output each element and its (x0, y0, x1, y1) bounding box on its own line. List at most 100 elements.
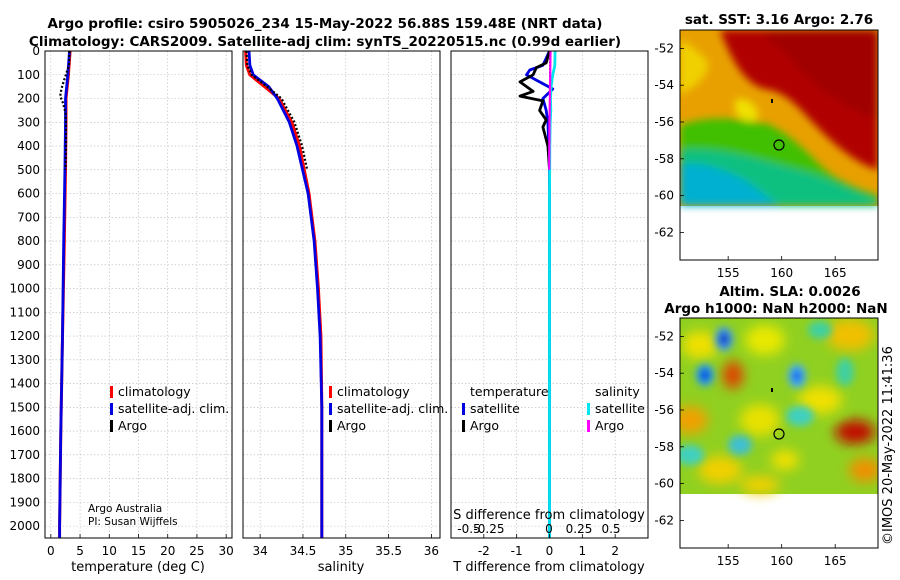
x-tick-label: 34 (252, 544, 267, 558)
argo-position-marker (773, 428, 785, 440)
x-tick-label: 10 (102, 544, 117, 558)
map-lat-label: -60 (654, 477, 674, 491)
sla-map-title-line1: Altim. SLA: 0.0026 (719, 284, 860, 300)
map-lon-label: 160 (770, 266, 793, 280)
y-tick-label: 0 (32, 44, 40, 58)
y-tick-label: 800 (17, 234, 40, 248)
y-tick-label: 1900 (9, 495, 40, 509)
legend-argo-swatch (329, 420, 332, 432)
sst-map: sat. SST: 3.16 Argo: 2.76 155 160 165 -52 -5… (654, 12, 879, 280)
x-tick-label: 25 (189, 544, 204, 558)
salinity-xlabel: salinity (318, 560, 365, 575)
map-lat-label: -52 (654, 329, 674, 343)
x-tick-label: 20 (160, 544, 175, 558)
salinity-legend: climatology satellite-adj. clim. Argo (329, 384, 448, 433)
sla-map-title-line2: Argo h1000: NaN h2000: NaN (664, 301, 887, 317)
series-line-argo (245, 51, 309, 171)
legend-climatology-label: climatology (337, 384, 410, 399)
legend-sal-satellite-swatch (587, 403, 590, 415)
x-tick-label: 35 (338, 544, 353, 558)
map-lat-label: -56 (654, 115, 674, 129)
series-line-salinity-argo (548, 51, 552, 170)
s-diff-tick-label: 0.25 (566, 522, 593, 536)
series-line-satellite-adj-clim- (58, 51, 71, 538)
legend-temperature-head: temperature (470, 384, 549, 399)
sst-map-field (680, 30, 878, 260)
legend-sal-argo-label: Argo (595, 418, 624, 433)
sla-map-field (680, 318, 878, 548)
map-lon-label: 160 (770, 554, 793, 568)
x-tick-label: 0 (546, 544, 554, 558)
legend-satellite-adj-swatch (110, 403, 113, 415)
s-diff-tick-label: 0.5 (601, 522, 620, 536)
timestamp-watermark: ©IMOS 20-May-2022 11:41:36 (881, 346, 896, 545)
argo-position-marker (773, 139, 785, 151)
figure-title-line1: Argo profile: csiro 5905026_234 15-May-2… (48, 16, 603, 32)
temperature-xlabel: temperature (deg C) (71, 560, 205, 575)
x-tick-label: 36 (424, 544, 439, 558)
legend-climatology-swatch (110, 386, 113, 398)
y-tick-label: 300 (17, 115, 40, 129)
y-tick-label: 100 (17, 68, 40, 82)
argo-track-dot (771, 99, 773, 103)
map-lon-label: 165 (824, 554, 847, 568)
map-lat-label: -54 (654, 366, 674, 380)
legend-temp-satellite-swatch (462, 403, 465, 415)
sla-map-frame (679, 317, 879, 549)
s-diff-tick-label: -0.5 (457, 522, 480, 536)
map-lon-label: 155 (717, 554, 740, 568)
map-lat-label: -58 (654, 152, 674, 166)
y-tick-label: 1600 (9, 424, 40, 438)
legend-satellite-adj-label: satellite-adj. clim. (118, 401, 229, 416)
salinity-panel-frame (242, 50, 441, 539)
x-tick-label: 35.5 (375, 544, 402, 558)
figure-title-line2: Climatology: CARS2009. Satellite-adj cli… (29, 34, 621, 50)
x-tick-label: 30 (219, 544, 234, 558)
y-tick-label: 400 (17, 139, 40, 153)
y-tick-label: 1800 (9, 472, 40, 486)
sst-map-title: sat. SST: 3.16 Argo: 2.76 (685, 12, 873, 28)
y-tick-label: 500 (17, 163, 40, 177)
map-lon-label: 155 (717, 266, 740, 280)
legend-temp-argo-swatch (462, 420, 465, 432)
salinity-panel: 34 34.5 35 35.5 36 salinity climatology sate… (242, 50, 448, 575)
y-tick-label: 1500 (9, 400, 40, 414)
map-lat-label: -54 (654, 78, 674, 92)
legend-climatology-swatch (329, 386, 332, 398)
map-lat-label: -62 (654, 225, 674, 239)
sst-map-frame (679, 29, 879, 261)
y-tick-label: 200 (17, 92, 40, 106)
credit-line2: PI: Susan Wijffels (88, 516, 178, 528)
y-tick-label: 1700 (9, 448, 40, 462)
s-diff-tick-label: -0.25 (473, 522, 504, 536)
map-lat-label: -52 (654, 41, 674, 55)
x-tick-label: 1 (579, 544, 587, 558)
legend-climatology-label: climatology (118, 384, 191, 399)
series-line-temperature-argo (518, 51, 551, 170)
map-lat-label: -60 (654, 189, 674, 203)
series-line-climatology (244, 51, 324, 538)
map-lat-label: -56 (654, 403, 674, 417)
legend-temp-satellite-label: satellite (470, 401, 520, 416)
x-tick-label: 2 (611, 544, 619, 558)
legend-argo-swatch (110, 420, 113, 432)
map-lat-label: -58 (654, 440, 674, 454)
x-tick-label: 0 (47, 544, 55, 558)
y-tick-label: 1100 (9, 305, 40, 319)
x-tick-label: 5 (76, 544, 84, 558)
legend-sal-satellite-label: satellite (595, 401, 645, 416)
t-difference-xlabel: T difference from climatology (452, 560, 645, 575)
x-tick-label: -2 (478, 544, 490, 558)
legend-satellite-adj-swatch (329, 403, 332, 415)
temperature-legend: climatology satellite-adj. clim. Argo (110, 384, 229, 433)
legend-satellite-adj-label: satellite-adj. clim. (337, 401, 448, 416)
legend-salinity-head: salinity (595, 384, 640, 399)
x-tick-label: 15 (131, 544, 146, 558)
map-lat-label: -62 (654, 513, 674, 527)
difference-legend: temperature satellite Argo salinity sate… (462, 384, 645, 433)
y-tick-label: 1200 (9, 329, 40, 343)
y-tick-label: 1300 (9, 353, 40, 367)
temperature-panel: 0100200300400500600700800900100011001200… (9, 44, 233, 575)
